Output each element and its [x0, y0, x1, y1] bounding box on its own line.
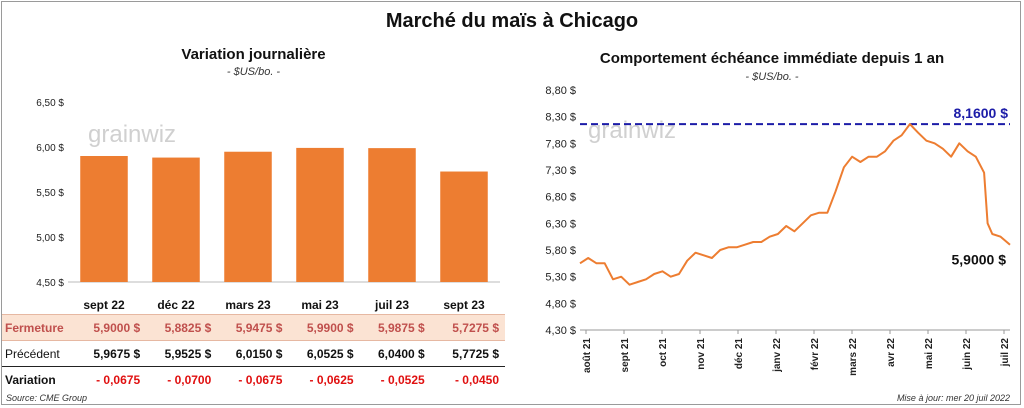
bar — [296, 147, 344, 282]
source-note: Source: CME Group — [6, 393, 88, 403]
table-row-variation: Variation - 0,0675 - 0,0700 - 0,0675 - 0… — [2, 366, 505, 392]
table-row-fermeture: Fermeture 5,9000 $ 5,8825 $ 5,9475 $ 5,9… — [2, 314, 505, 341]
table-cell: 5,8825 $ — [140, 314, 212, 341]
last-value-label: 5,9000 $ — [952, 252, 1007, 268]
x-tick-label: sept 23 — [443, 298, 485, 312]
x-tick-label: févr 22 — [810, 338, 821, 371]
table-row-precedent: Précédent 5,9675 $ 5,9525 $ 6,0150 $ 6,0… — [2, 341, 505, 367]
daily-variation-table: Fermeture 5,9000 $ 5,8825 $ 5,9475 $ 5,9… — [2, 314, 505, 392]
table-cell: 5,7725 $ — [452, 346, 499, 361]
update-note: Mise à jour: mer 20 juil 2022 — [896, 393, 1010, 403]
bar-chart-unit: - $US/bo. - — [226, 66, 281, 78]
line-chart-unit: - $US/bo. - — [745, 71, 799, 83]
x-tick-label: juin 22 — [962, 338, 973, 371]
y-tick-label: 4,30 $ — [545, 325, 576, 337]
y-tick-label: 5,80 $ — [545, 245, 576, 257]
x-tick-label: août 21 — [582, 338, 593, 373]
bar — [80, 156, 128, 282]
reference-label: 8,1600 $ — [954, 105, 1009, 121]
x-tick-label: mai 22 — [924, 338, 935, 370]
x-tick-label: janv 22 — [772, 338, 783, 373]
bar — [152, 157, 200, 282]
x-tick-label: juil 22 — [1000, 338, 1011, 368]
row-label: Variation — [2, 366, 69, 392]
table-cell: - 0,0700 — [140, 366, 212, 392]
table-cell: 5,9475 $ — [211, 314, 283, 341]
y-tick-label: 5,00 $ — [36, 233, 64, 244]
y-tick-label: 5,50 $ — [36, 188, 64, 199]
table-cell: 6,0525 $ — [306, 346, 354, 361]
y-tick-label: 6,50 $ — [36, 98, 64, 109]
y-tick-label: 6,80 $ — [545, 192, 576, 204]
x-tick-label: mai 23 — [301, 298, 339, 312]
bar — [224, 151, 272, 282]
x-tick-label: mars 23 — [225, 298, 271, 312]
y-tick-label: 4,80 $ — [545, 298, 576, 310]
y-tick-label: 6,00 $ — [36, 143, 64, 154]
table-cell: - 0,0525 — [353, 366, 425, 392]
row-label: Précédent — [5, 346, 60, 361]
table-cell: 5,9675 $ — [93, 346, 141, 361]
bar — [440, 171, 488, 282]
table-cell: - 0,0450 — [424, 366, 505, 392]
table-cell: 5,9900 $ — [282, 314, 354, 341]
table-cell: 6,0150 $ — [235, 346, 283, 361]
table-cell: - 0,0675 — [211, 366, 283, 392]
x-tick-label: mars 22 — [848, 338, 859, 376]
y-tick-label: 8,30 $ — [545, 112, 576, 124]
x-tick-label: nov 21 — [696, 338, 707, 370]
x-tick-label: déc 21 — [734, 338, 745, 370]
x-tick-label: sept 22 — [83, 298, 125, 312]
watermark-logo: grainwiz — [588, 117, 676, 144]
line-chart-title: Comportement échéance immédiate depuis 1… — [599, 50, 945, 67]
table-cell: 5,9875 $ — [353, 314, 425, 341]
x-tick-label: avr 22 — [886, 338, 897, 367]
row-label: Fermeture — [2, 314, 69, 341]
y-tick-label: 8,80 $ — [545, 85, 576, 97]
y-tick-label: 7,80 $ — [545, 138, 576, 150]
y-tick-label: 4,50 $ — [36, 278, 64, 289]
price-series-line — [579, 123, 1011, 286]
table-cell: 5,7275 $ — [424, 314, 505, 341]
x-tick-label: sept 21 — [620, 338, 631, 373]
table-cell: 6,0400 $ — [377, 346, 425, 361]
watermark-logo: grainwiz — [88, 121, 176, 148]
line-chart: grainwiz 4,30 $ 4,80 $ 5,30 $ 5,80 $ 6,30 $ 6,… — [545, 85, 1011, 376]
table-cell: - 0,0675 — [69, 366, 141, 392]
x-tick-label: déc 22 — [157, 298, 195, 312]
table-cell: - 0,0625 — [282, 366, 354, 392]
bar-chart: grainwiz 4,50 $ 5,00 $ 5,50 $ 6,00 $ 6,50 $ se… — [36, 98, 500, 312]
bar — [368, 148, 416, 282]
x-tick-label: juil 23 — [374, 298, 409, 312]
bar-chart-title: Variation journalière — [181, 46, 326, 63]
table-cell: 5,9525 $ — [164, 346, 212, 361]
y-tick-label: 5,30 $ — [545, 272, 576, 284]
page-title: Marché du maïs à Chicago — [385, 10, 639, 32]
y-tick-label: 7,30 $ — [545, 165, 576, 177]
table-cell: 5,9000 $ — [69, 314, 141, 341]
y-tick-label: 6,30 $ — [545, 218, 576, 230]
x-tick-label: oct 21 — [658, 338, 669, 367]
